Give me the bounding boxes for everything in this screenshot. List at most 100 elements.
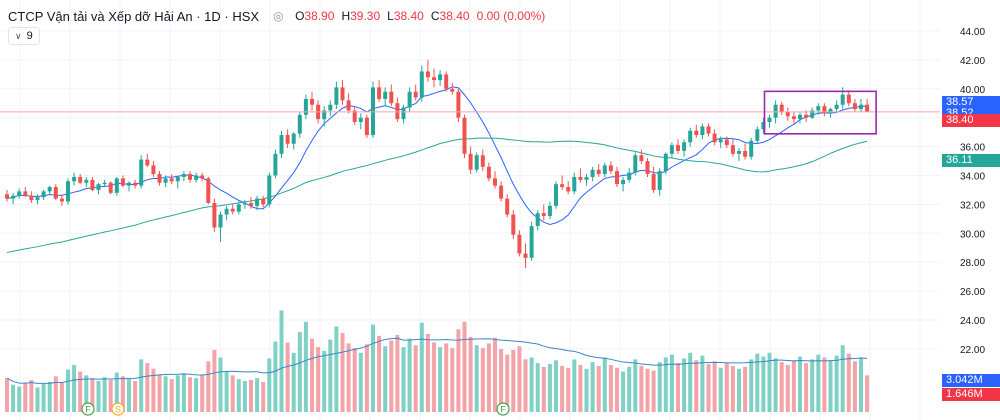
volume-bar [755,353,760,412]
volume-bar [407,338,412,412]
candle-body [773,104,778,118]
volume-bar [181,373,186,412]
indicator-toggle[interactable]: ∨ 9 [8,27,40,45]
volume-bar [724,363,729,412]
candle-body [602,165,607,175]
candle-body [425,71,430,78]
symbol-title[interactable]: CTCP Vận tải và Xếp dỡ Hải An · 1D · HSX [8,8,260,24]
volume-bar [303,321,308,412]
volume-bar [773,358,778,412]
volume-bar [651,370,656,412]
candle-body [297,114,302,134]
volume-bar [621,371,626,412]
volume-bar [273,341,278,412]
candle-body [29,195,34,201]
candle-body [181,174,186,177]
candle-body [566,187,571,192]
axis-tick-label: 30.00 [960,229,985,240]
candle-body [389,91,394,104]
candle-body [743,150,748,157]
candle-body [541,213,546,216]
candle-body [450,88,455,92]
close-label: C [430,9,440,23]
candle-body [206,178,211,203]
candle-body [41,191,46,198]
volume-bar [425,333,430,412]
candle-body [407,91,412,108]
candle-body [395,103,400,120]
candle-body [590,169,595,177]
candle-body [59,198,64,202]
candle-body [834,104,839,110]
volume-bar [285,342,290,412]
volume-bar [541,366,546,412]
event-marker-label: S [115,405,121,415]
volume-bar [127,379,131,412]
candle-body [139,159,144,186]
candle-body [72,176,77,182]
candle-body [676,145,680,151]
candle-body [383,91,388,99]
volume-bar [102,377,107,412]
price-badge-top: 38.57 [942,96,1000,110]
volume-bar [224,371,229,412]
volume-ma-line [6,337,868,384]
volume-bar [785,365,790,412]
candle-body [371,87,375,136]
axis-tick-label: 40.00 [960,85,985,96]
price-axis[interactable]: 44.0042.0040.0038.0036.0034.0032.0030.00… [960,27,985,356]
volume-bar [108,380,113,412]
volume-bar [840,345,845,412]
volume-bar [230,375,235,412]
candle-body [718,139,723,143]
volume-bar [200,375,205,412]
volume-bar [78,371,83,412]
volume-bar [749,359,754,412]
candle-body [700,126,705,136]
volume-bar [139,359,144,412]
volume-bar [261,381,266,412]
volume-bar [590,362,595,412]
volume-bar [822,357,827,412]
candle-body [804,114,809,118]
volume-badge-ma: 3.042M [942,373,1000,387]
event-marker-label: F [500,405,506,415]
candle-body [798,114,802,120]
candle-body [761,122,766,130]
candle-body [517,234,522,254]
price-badge-ma-long: 36.11 [942,154,1000,168]
volume-bar [340,333,345,412]
candle-body [560,184,565,188]
volume-bar [66,369,70,412]
volume-bar [371,324,375,412]
volume-bar [432,342,436,412]
volume-bar [389,340,394,412]
eye-icon[interactable]: ◎ [273,9,284,23]
candle-body [328,104,333,111]
candle-body [53,187,58,199]
volume-bar [743,366,748,412]
volume-bar [554,360,558,412]
volume-bar [694,360,699,412]
candle-body [859,104,863,110]
volume-bar [791,360,796,412]
candle-body [194,175,199,180]
low-value: 38.40 [393,9,424,23]
volume-bar [188,377,192,412]
volume-bar [462,321,467,412]
volume-bar [255,378,260,412]
candle-body [188,174,192,180]
volume-bar [486,343,491,412]
axis-tick-label: 32.00 [960,200,985,211]
candle-body [724,139,729,146]
candle-body [175,176,180,182]
volume-bar [377,335,382,412]
volume-bar [529,357,534,412]
candle-body [230,208,235,212]
volume-bar [157,374,162,412]
chevron-down-icon: ∨ [15,30,22,41]
volume-bar [419,322,424,412]
candle-body [511,214,516,235]
